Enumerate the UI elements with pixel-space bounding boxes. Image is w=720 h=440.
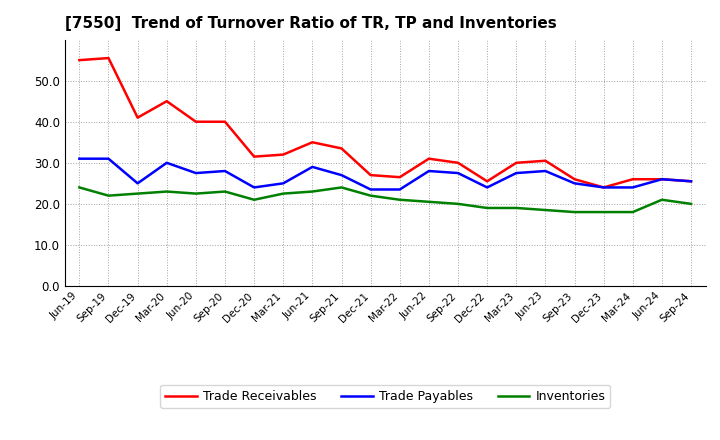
Inventories [570,209,579,215]
Trade Payables [250,185,258,190]
Trade Payables [599,185,608,190]
Trade Payables [687,179,696,184]
Inventories [104,193,113,198]
Trade Receivables [629,176,637,182]
Trade Payables [75,156,84,161]
Inventories [308,189,317,194]
Inventories [687,201,696,206]
Trade Payables [308,164,317,169]
Trade Receivables [687,179,696,184]
Inventories [163,189,171,194]
Trade Payables [279,181,287,186]
Trade Receivables [163,99,171,104]
Trade Receivables [395,175,404,180]
Trade Receivables [570,176,579,182]
Text: [7550]  Trend of Turnover Ratio of TR, TP and Inventories: [7550] Trend of Turnover Ratio of TR, TP… [65,16,557,32]
Inventories [483,205,492,211]
Trade Payables [220,169,229,174]
Trade Receivables [337,146,346,151]
Trade Receivables [512,160,521,165]
Inventories [75,185,84,190]
Trade Payables [629,185,637,190]
Inventories [512,205,521,211]
Inventories [541,207,550,213]
Inventories [192,191,200,196]
Inventories [599,209,608,215]
Trade Receivables [308,139,317,145]
Inventories [250,197,258,202]
Trade Payables [395,187,404,192]
Trade Payables [104,156,113,161]
Inventories [279,191,287,196]
Trade Payables [133,181,142,186]
Trade Payables [163,160,171,165]
Inventories [337,185,346,190]
Inventories [425,199,433,205]
Trade Receivables [483,179,492,184]
Trade Receivables [599,185,608,190]
Trade Payables [512,170,521,176]
Inventories [220,189,229,194]
Inventories [133,191,142,196]
Trade Payables [454,170,462,176]
Trade Payables [337,172,346,178]
Trade Receivables [425,156,433,161]
Trade Receivables [220,119,229,125]
Legend: Trade Receivables, Trade Payables, Inventories: Trade Receivables, Trade Payables, Inven… [161,385,610,408]
Trade Payables [657,176,666,182]
Inventories [454,201,462,206]
Trade Receivables [133,115,142,120]
Trade Payables [541,169,550,174]
Trade Receivables [541,158,550,163]
Trade Payables [570,181,579,186]
Trade Receivables [75,58,84,63]
Trade Receivables [657,176,666,182]
Trade Receivables [250,154,258,159]
Line: Inventories: Inventories [79,187,691,212]
Trade Payables [483,185,492,190]
Line: Trade Payables: Trade Payables [79,159,691,190]
Trade Receivables [279,152,287,157]
Trade Payables [366,187,375,192]
Trade Payables [425,169,433,174]
Trade Receivables [104,55,113,61]
Inventories [366,193,375,198]
Trade Receivables [192,119,200,125]
Trade Receivables [366,172,375,178]
Inventories [657,197,666,202]
Trade Payables [192,170,200,176]
Inventories [629,209,637,215]
Inventories [395,197,404,202]
Trade Receivables [454,160,462,165]
Line: Trade Receivables: Trade Receivables [79,58,691,187]
